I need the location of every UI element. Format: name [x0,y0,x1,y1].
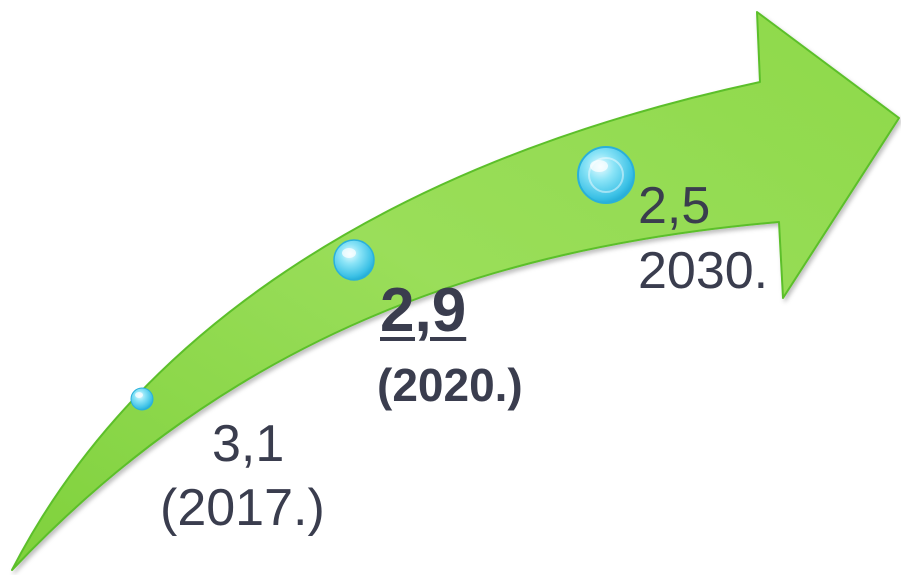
year-2030: 2030. [638,242,769,300]
bubble-2020 [333,239,375,281]
value-2030: 2,5 [638,177,711,235]
bubble-2030 [577,146,635,204]
bubble-2017 [130,387,154,411]
value-2017: 3,1 [212,415,285,473]
year-2020: (2020.) [377,359,523,411]
curved-arrow-shape [11,11,900,571]
year-2017: (2017.) [160,479,325,537]
value-2020: 2,9 [380,276,467,345]
